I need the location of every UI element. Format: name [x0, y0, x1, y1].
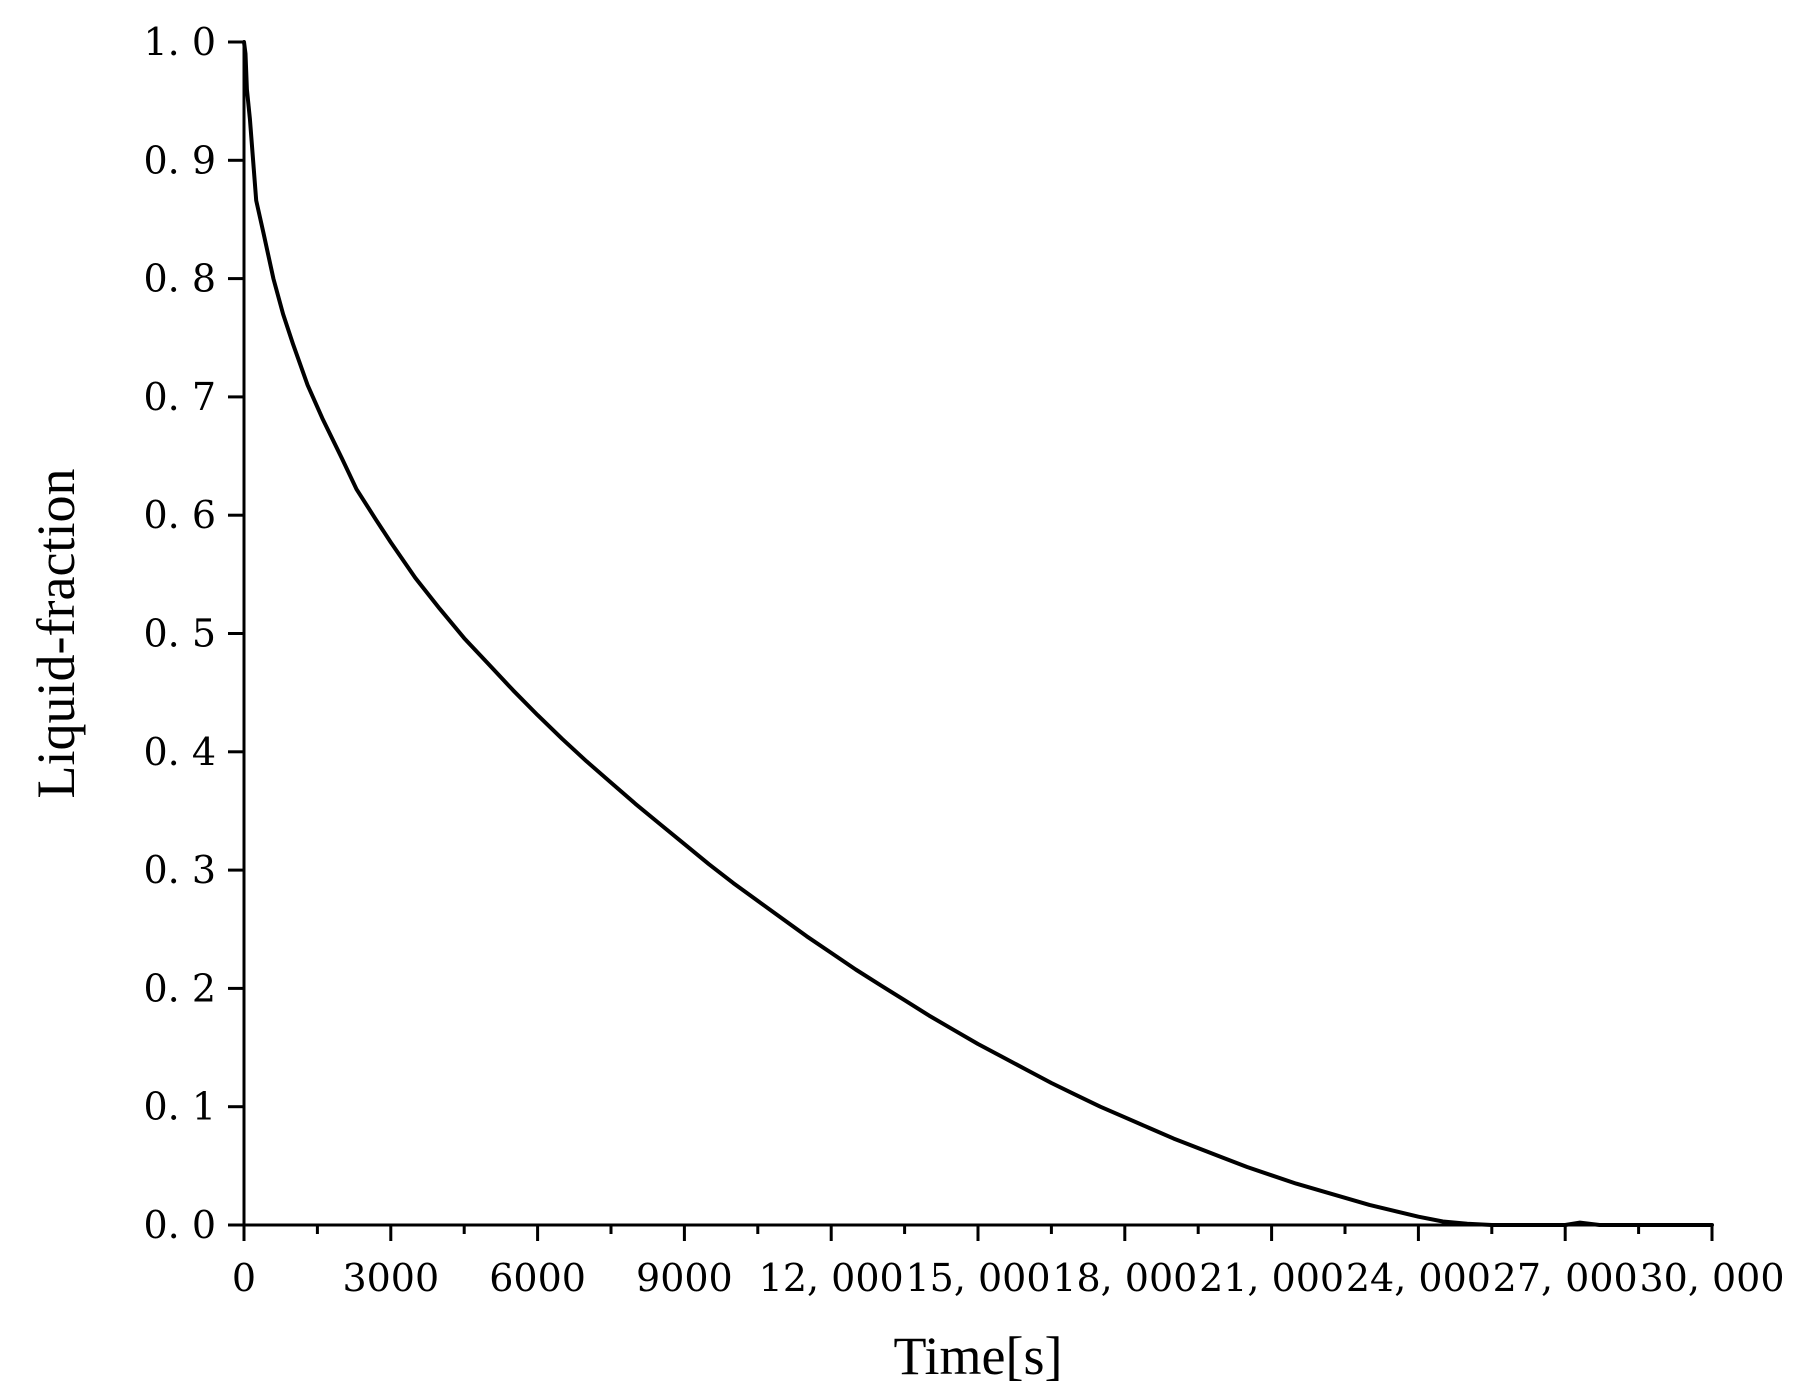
x-tick-label: 12, 000: [759, 1256, 904, 1300]
y-tick-label: 0. 8: [143, 257, 216, 301]
x-axis-ticks: 0 3000 6000 9000 12, 000 15, 000 18, 000 21, 00…: [232, 1225, 1785, 1300]
x-tick-label: 3000: [342, 1256, 439, 1300]
y-tick-label: 0. 9: [143, 138, 216, 182]
y-tick-label: 0. 3: [143, 848, 216, 892]
y-axis-title: Liquid-fraction: [26, 469, 86, 799]
y-tick-label: 1. 0: [143, 20, 216, 64]
series-layer: [242, 40, 1714, 1227]
y-tick-label: 0. 5: [143, 612, 216, 656]
series-line-1: [242, 40, 1714, 1227]
x-tick-label: 21, 000: [1199, 1256, 1344, 1300]
x-tick-label: 18, 000: [1052, 1256, 1197, 1300]
x-tick-label: 24, 000: [1346, 1256, 1491, 1300]
x-tick-label: 0: [232, 1256, 256, 1300]
x-tick-label: 9000: [636, 1256, 733, 1300]
x-tick-label: 15, 000: [905, 1256, 1050, 1300]
y-tick-label: 0. 1: [143, 1085, 216, 1129]
x-tick-label: 30, 000: [1639, 1256, 1784, 1300]
y-tick-label: 0. 7: [143, 375, 216, 419]
x-tick-label: 6000: [489, 1256, 586, 1300]
x-tick-label: 27, 000: [1493, 1256, 1638, 1300]
y-tick-label: 0. 6: [143, 493, 216, 537]
x-axis-title: Time[s]: [893, 1326, 1062, 1386]
y-axis-ticks: 0. 0 0. 1 0. 2 0. 3 0. 4 0. 5 0. 6 0. 7 0. 8 0. 9…: [143, 20, 244, 1247]
y-tick-label: 0. 2: [143, 966, 216, 1010]
y-tick-label: 0. 4: [143, 730, 216, 774]
y-tick-label: 0. 0: [143, 1203, 216, 1247]
